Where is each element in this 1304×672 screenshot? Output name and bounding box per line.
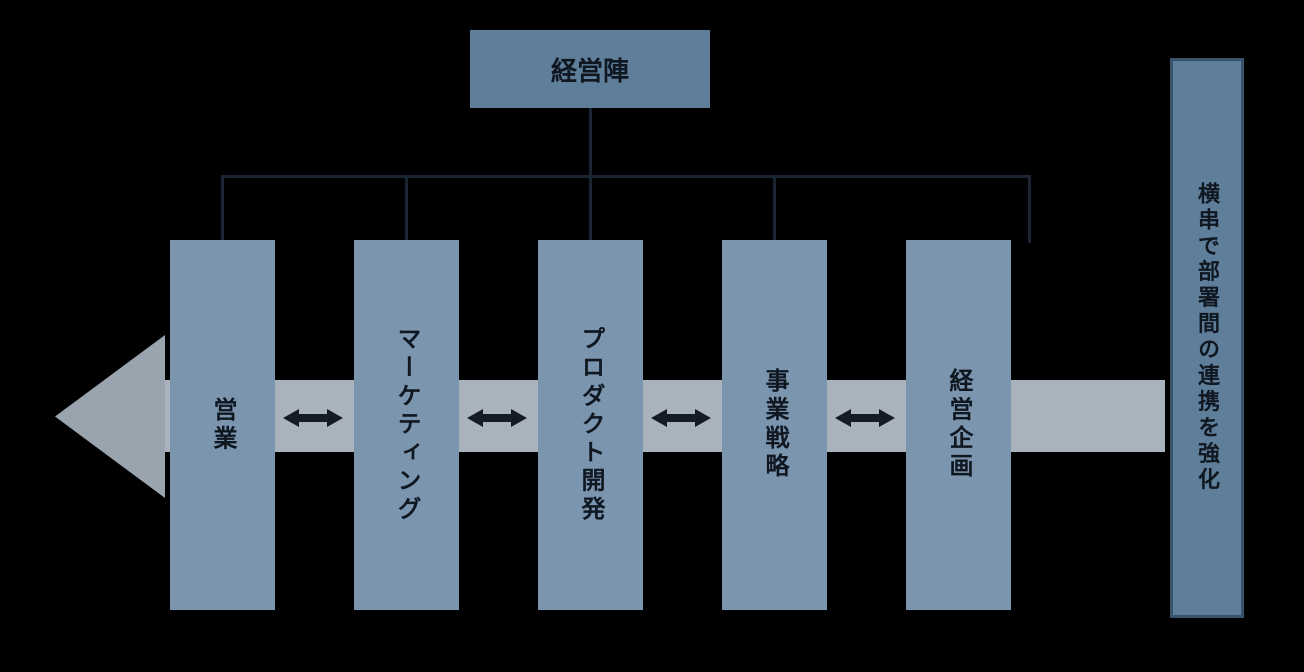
dept-label: 経営企画 [941, 368, 976, 481]
dept-label: プロダクト開発 [573, 326, 608, 524]
arrow-head [55, 335, 165, 498]
connector-drop-3 [773, 175, 776, 243]
connector-horizontal [221, 175, 1031, 178]
bidir-arrow-1 [467, 398, 527, 438]
diagram-canvas: 経営陣 営業 マーケティング プロダクト開発 事業戦略 経営企画 横串で部署間の… [0, 0, 1304, 672]
connector-drop-1 [405, 175, 408, 243]
bidir-arrow-0 [283, 398, 343, 438]
bidir-arrow-2 [651, 398, 711, 438]
dept-biz-strategy: 事業戦略 [722, 240, 827, 610]
bidir-arrow-3 [835, 398, 895, 438]
management-box: 経営陣 [470, 30, 710, 108]
dept-sales: 営業 [170, 240, 275, 610]
dept-corp-planning: 経営企画 [906, 240, 1011, 610]
dept-product: プロダクト開発 [538, 240, 643, 610]
connector-main-drop [589, 108, 592, 178]
management-label: 経営陣 [551, 51, 629, 88]
dept-label: 事業戦略 [757, 368, 792, 481]
connector-drop-2 [589, 175, 592, 243]
connector-drop-4 [1028, 175, 1031, 243]
connector-drop-0 [221, 175, 224, 243]
dept-marketing: マーケティング [354, 240, 459, 610]
dept-label: 営業 [205, 397, 240, 454]
dept-label: マーケティング [389, 326, 424, 524]
cross-functional-label: 横串で部署間の連携を強化 [1191, 182, 1223, 494]
cross-functional-box: 横串で部署間の連携を強化 [1170, 58, 1244, 618]
